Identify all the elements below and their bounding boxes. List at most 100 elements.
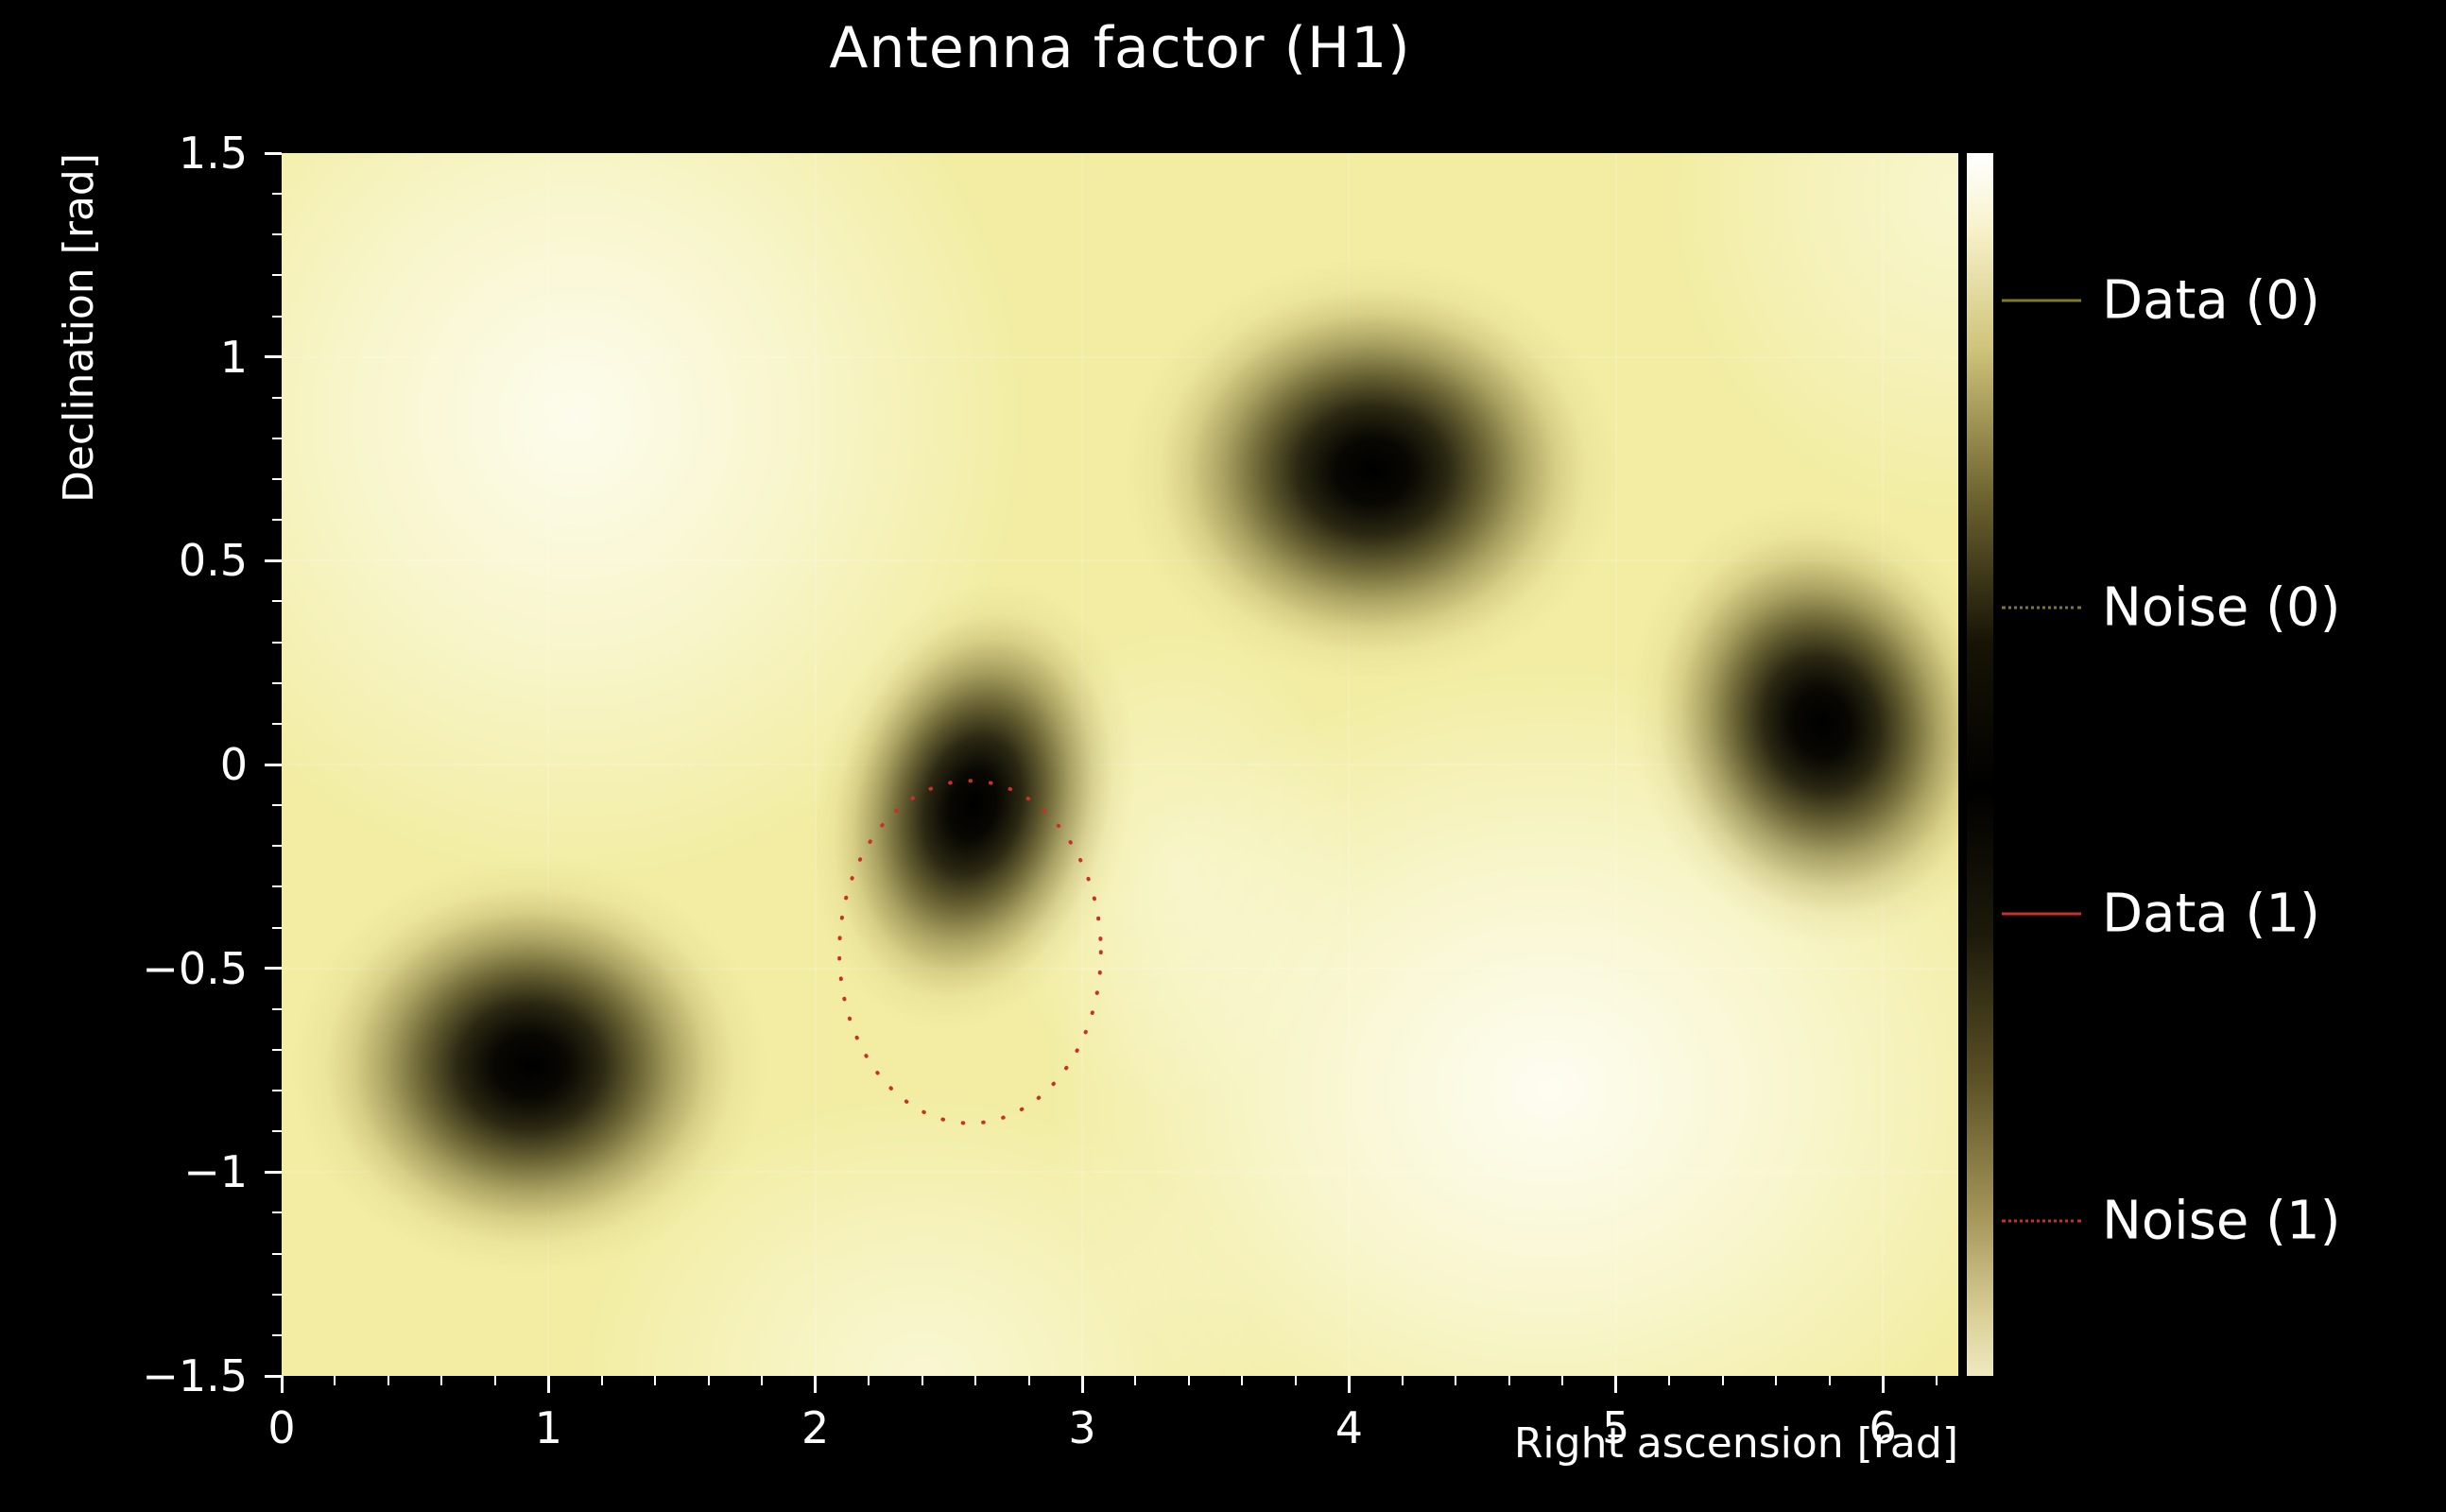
y-major-tick	[265, 763, 282, 766]
y-major-tick	[265, 151, 282, 155]
x-minor-tick	[1935, 1376, 1938, 1385]
y-major-tick	[265, 967, 282, 971]
noise-contour-layer	[837, 779, 1103, 1125]
chart-title: Antenna factor (H1)	[829, 15, 1411, 81]
x-major-tick	[1881, 1376, 1885, 1393]
grid-line-vertical	[547, 153, 550, 1376]
legend-label: Data (0)	[2102, 269, 2320, 332]
y-minor-tick	[272, 193, 282, 196]
y-minor-tick	[272, 1293, 282, 1296]
legend-label: Noise (0)	[2102, 576, 2341, 639]
y-minor-tick	[272, 274, 282, 277]
y-minor-tick	[272, 1252, 282, 1255]
x-major-tick	[1347, 1376, 1351, 1393]
x-minor-tick	[1507, 1376, 1510, 1385]
noise-1-contour	[837, 779, 1103, 1125]
x-minor-tick	[1134, 1376, 1137, 1385]
x-minor-tick	[1775, 1376, 1778, 1385]
grid-line-horizontal	[282, 559, 1958, 562]
y-tick-label: 0	[219, 739, 248, 790]
y-minor-tick	[272, 845, 282, 848]
grid-line-vertical	[1614, 153, 1617, 1376]
legend-line-sample	[2002, 299, 2081, 302]
y-tick-label: 1	[219, 331, 248, 383]
y-minor-tick	[272, 1333, 282, 1336]
x-minor-tick	[1187, 1376, 1190, 1385]
x-tick-label: 1	[534, 1402, 562, 1453]
x-major-tick	[1614, 1376, 1618, 1393]
x-major-tick	[546, 1376, 550, 1393]
grid-line-horizontal	[282, 355, 1958, 358]
y-minor-tick	[272, 1090, 282, 1092]
x-minor-tick	[654, 1376, 657, 1385]
x-minor-tick	[1561, 1376, 1564, 1385]
x-tick-label: 0	[267, 1402, 296, 1453]
y-minor-tick	[272, 641, 282, 644]
x-major-tick	[814, 1376, 818, 1393]
x-minor-tick	[600, 1376, 603, 1385]
colorbar	[1967, 153, 1993, 1376]
x-tick-label: 4	[1335, 1402, 1363, 1453]
x-minor-tick	[1294, 1376, 1297, 1385]
y-major-tick	[265, 355, 282, 359]
x-minor-tick	[1455, 1376, 1457, 1385]
x-minor-tick	[1828, 1376, 1831, 1385]
x-major-tick	[1080, 1376, 1084, 1393]
y-axis-label: Declination [rad]	[55, 153, 103, 504]
heatmap-plot	[282, 153, 1958, 1376]
y-major-tick	[265, 1170, 282, 1174]
x-minor-tick	[387, 1376, 389, 1385]
y-minor-tick	[272, 722, 282, 725]
x-major-tick	[280, 1376, 284, 1393]
y-minor-tick	[272, 478, 282, 481]
x-minor-tick	[868, 1376, 870, 1385]
y-minor-tick	[272, 1130, 282, 1133]
legend-entry-data-0-: Data (0)	[2002, 270, 2320, 332]
y-minor-tick	[272, 681, 282, 684]
x-minor-tick	[974, 1376, 977, 1385]
legend-entry-data-1-: Data (1)	[2002, 884, 2320, 945]
x-tick-label: 2	[801, 1402, 830, 1453]
x-tick-label: 3	[1068, 1402, 1096, 1453]
y-minor-tick	[272, 804, 282, 807]
grid-line-horizontal	[282, 967, 1958, 970]
legend-line-sample	[2002, 606, 2081, 610]
x-tick-label: 5	[1602, 1402, 1630, 1453]
x-minor-tick	[761, 1376, 764, 1385]
y-tick-label: −0.5	[142, 942, 248, 994]
y-minor-tick	[272, 1007, 282, 1010]
y-minor-tick	[272, 600, 282, 603]
x-tick-label: 6	[1869, 1402, 1897, 1453]
x-minor-tick	[707, 1376, 710, 1385]
grid-line-horizontal	[282, 1171, 1958, 1174]
antenna-null-blob	[292, 858, 767, 1275]
legend-line-sample	[2002, 912, 2081, 916]
x-minor-tick	[334, 1376, 336, 1385]
y-tick-label: −1	[183, 1146, 248, 1198]
heatmap-highlight	[1663, 153, 1958, 521]
legend-entry-noise-1-: Noise (1)	[2002, 1191, 2340, 1252]
legend-entry-noise-0-: Noise (0)	[2002, 576, 2340, 638]
x-minor-tick	[1241, 1376, 1244, 1385]
antenna-null-blob	[1125, 259, 1622, 683]
y-major-tick	[265, 558, 282, 562]
y-minor-tick	[272, 519, 282, 522]
y-minor-tick	[272, 1048, 282, 1051]
x-minor-tick	[1027, 1376, 1030, 1385]
x-minor-tick	[1668, 1376, 1671, 1385]
x-minor-tick	[1721, 1376, 1724, 1385]
y-major-tick	[265, 1374, 282, 1378]
y-minor-tick	[272, 233, 282, 236]
y-minor-tick	[272, 437, 282, 439]
y-minor-tick	[272, 926, 282, 929]
x-minor-tick	[440, 1376, 443, 1385]
grid-line-vertical	[814, 153, 817, 1376]
y-tick-label: 1.5	[178, 128, 248, 179]
y-minor-tick	[272, 885, 282, 888]
x-minor-tick	[921, 1376, 923, 1385]
antenna-null-blobs	[282, 153, 1958, 1376]
grid-line-vertical	[1348, 153, 1351, 1376]
x-minor-tick	[1401, 1376, 1404, 1385]
y-tick-label: 0.5	[178, 535, 248, 587]
x-minor-tick	[493, 1376, 496, 1385]
